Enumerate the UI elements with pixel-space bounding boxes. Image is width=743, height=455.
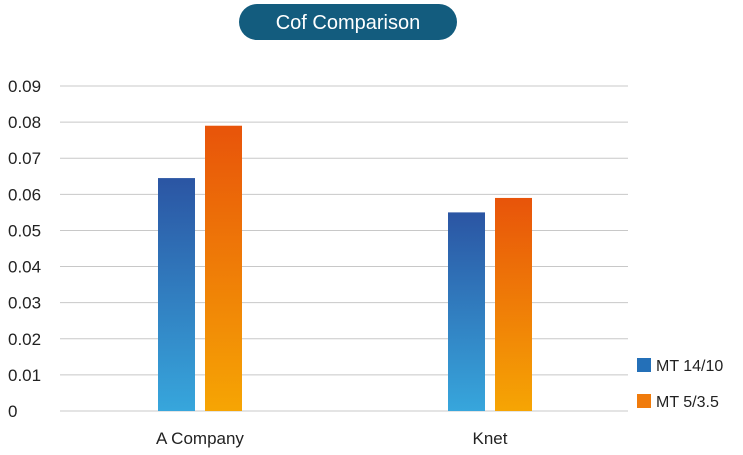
title-badge [239,4,457,40]
y-tick-label: 0.05 [8,221,41,240]
bar-mt-14-10-a-company [158,178,195,411]
x-axis-categories: A Company Knet [156,429,508,448]
legend-item: MT 5/3.5 [637,394,719,411]
gridlines [60,85,628,412]
y-tick-label: 0.08 [8,113,41,132]
legend-label: MT 14/10 [656,358,723,375]
y-tick-label: 0.09 [8,77,41,96]
y-tick-label: 0.07 [8,149,41,168]
y-tick-label: 0.03 [8,294,41,313]
y-tick-label: 0.06 [8,185,41,204]
legend: MT 14/10 MT 5/3.5 [637,358,723,411]
bars [158,125,532,411]
bar-mt-5-3-5-knet [495,197,532,411]
x-category-label: Knet [473,429,508,448]
y-tick-label: 0.02 [8,330,41,349]
y-axis-ticks: 0 0.01 0.02 0.03 0.04 0.05 0.06 0.07 0.08 0.09 [8,77,41,421]
chart-title: Cof Comparison [239,4,457,40]
legend-item: MT 14/10 [637,358,723,375]
y-tick-label: 0 [8,402,17,421]
y-tick-label: 0.04 [8,258,41,277]
chart-title-text: Cof Comparison [276,12,421,34]
legend-label: MT 5/3.5 [656,394,719,411]
bar-mt-5-3-5-a-company [205,125,242,411]
bar-mt-14-10-knet [448,212,485,411]
x-category-label: A Company [156,429,244,448]
legend-swatch [637,358,651,372]
y-tick-label: 0.01 [8,366,41,385]
legend-swatch [637,394,651,408]
